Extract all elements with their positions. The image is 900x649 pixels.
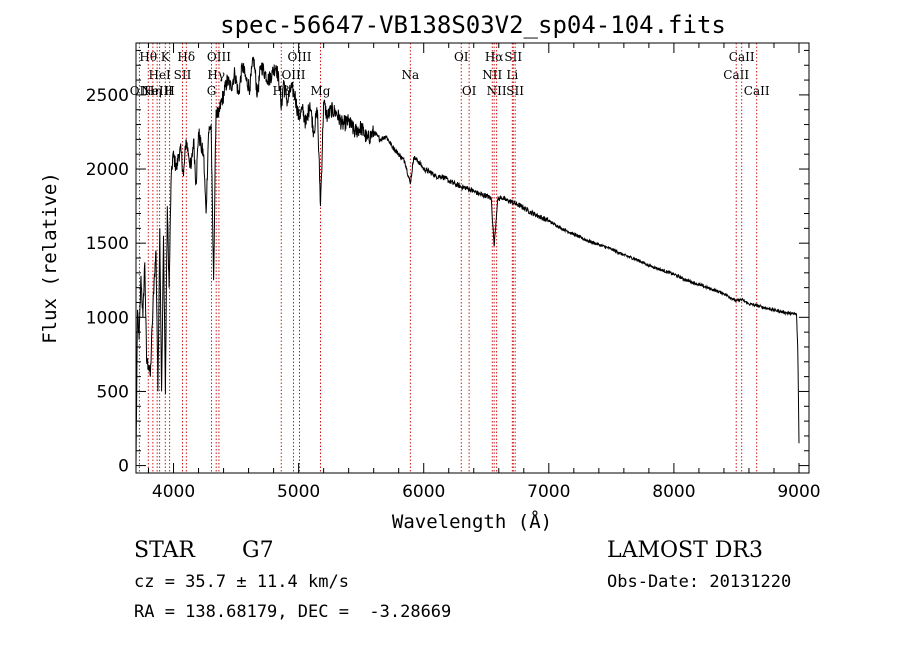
survey-name: LAMOST DR3: [607, 538, 763, 563]
spectral-lines-layer: OIIHθHηNeIIIHeIKHSIIHδGHγOIIIHβOIIIOIIIM…: [130, 43, 770, 473]
spectral-line-label: HeI: [148, 68, 171, 82]
spectral-line-label: NeIII: [141, 84, 173, 98]
spectral-line-label: H: [164, 84, 174, 98]
spectral-line-label: OIII: [281, 68, 305, 82]
spectrum-line: [135, 56, 800, 466]
x-tick-label: 6000: [402, 482, 445, 502]
x-tick-label: 5000: [277, 482, 320, 502]
spectral-line-label: NII: [482, 68, 502, 82]
spectral-line-label: Li: [506, 68, 518, 82]
spectral-line-label: OI: [454, 50, 469, 64]
spectral-line-label: K: [161, 50, 171, 64]
y-tick-label: 2000: [86, 160, 129, 180]
y-tick-label: 2500: [86, 86, 129, 106]
spectral-line-label: OIII: [207, 50, 231, 64]
spectral-line-label: Hη: [144, 84, 162, 98]
x-tick-label: 7000: [527, 482, 570, 502]
plot-frame: [135, 42, 810, 474]
spectral-line-label: Hα: [485, 50, 504, 64]
spectral-line-label: NII: [487, 84, 507, 98]
y-axis-label: Flux (relative): [39, 172, 61, 344]
coordinates: RA = 138.68179, DEC = -3.28669: [134, 602, 452, 622]
spectral-line-label: Hδ: [177, 50, 195, 64]
spectral-line-label: OIII: [287, 50, 311, 64]
y-tick-label: 1500: [86, 234, 129, 254]
spectral-line-label: Hβ: [273, 84, 290, 98]
spectral-line-label: CaII: [729, 50, 755, 64]
observation-date: Obs-Date: 20131220: [607, 572, 792, 592]
object-subclass: G7: [242, 538, 274, 563]
redshift-velocity: cz = 35.7 ± 11.4 km/s: [134, 572, 349, 592]
spectral-line-label: CaII: [744, 84, 770, 98]
y-tick-label: 1000: [86, 308, 129, 328]
y-tick-label: 500: [97, 382, 129, 402]
spectral-line-label: G: [207, 84, 217, 98]
spectral-line-label: Mg: [311, 84, 331, 98]
y-tick-label: 0: [118, 457, 129, 477]
spectral-line-label: CaII: [723, 68, 749, 82]
x-tick-label: 9000: [777, 482, 820, 502]
spectral-line-label: Hθ: [139, 50, 157, 64]
spectral-line-label: SII: [174, 68, 192, 82]
object-class: STAR: [134, 538, 195, 563]
chart-title: spec-56647-VB138S03V2_sp04-104.fits: [220, 11, 726, 39]
x-tick-label: 8000: [652, 482, 695, 502]
spectrum-layer: [135, 56, 800, 466]
ticks-layer: 4000 5000 6000 7000 8000 9000 0 500 1000 1500 2000…: [86, 43, 821, 502]
spectral-line-label: Na: [402, 68, 420, 82]
spectral-line-label: SII: [506, 84, 524, 98]
x-tick-label: 4000: [152, 482, 195, 502]
x-axis-label: Wavelength (Å): [392, 510, 552, 533]
spectral-line-label: OI: [462, 84, 477, 98]
spectral-line-label: SII: [504, 50, 522, 64]
spectral-line-label: Hγ: [207, 68, 225, 82]
